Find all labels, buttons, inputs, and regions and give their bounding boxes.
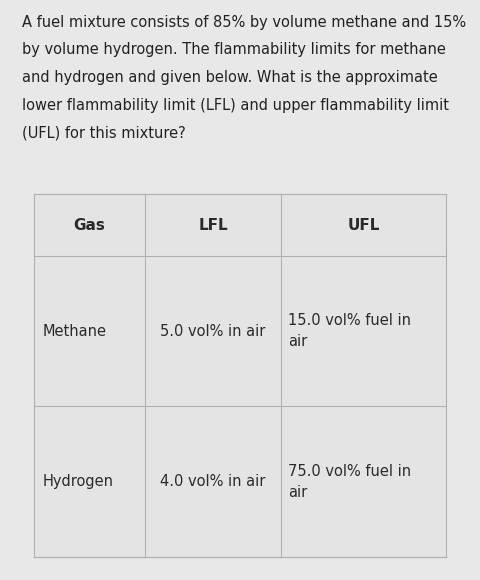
Bar xyxy=(281,256,446,407)
Bar xyxy=(34,256,145,407)
Text: by volume hydrogen. The flammability limits for methane: by volume hydrogen. The flammability lim… xyxy=(22,42,445,57)
Bar xyxy=(145,256,281,407)
Bar xyxy=(34,407,145,557)
Text: Gas: Gas xyxy=(73,218,105,233)
Text: 5.0 vol% in air: 5.0 vol% in air xyxy=(160,324,266,339)
Text: 4.0 vol% in air: 4.0 vol% in air xyxy=(160,474,266,489)
Text: and hydrogen and given below. What is the approximate: and hydrogen and given below. What is th… xyxy=(22,70,437,85)
Text: A fuel mixture consists of 85% by volume methane and 15%: A fuel mixture consists of 85% by volume… xyxy=(22,14,466,30)
Text: 75.0 vol% fuel in
air: 75.0 vol% fuel in air xyxy=(288,463,412,499)
Text: lower flammability limit (LFL) and upper flammability limit: lower flammability limit (LFL) and upper… xyxy=(22,98,449,113)
Text: 15.0 vol% fuel in
air: 15.0 vol% fuel in air xyxy=(288,313,411,349)
Bar xyxy=(281,407,446,557)
Bar xyxy=(281,194,446,256)
Bar xyxy=(34,194,145,256)
Text: UFL: UFL xyxy=(348,218,380,233)
Bar xyxy=(145,407,281,557)
Text: LFL: LFL xyxy=(198,218,228,233)
Text: Methane: Methane xyxy=(42,324,106,339)
Bar xyxy=(145,194,281,256)
Text: Hydrogen: Hydrogen xyxy=(42,474,113,489)
Text: (UFL) for this mixture?: (UFL) for this mixture? xyxy=(22,126,185,141)
